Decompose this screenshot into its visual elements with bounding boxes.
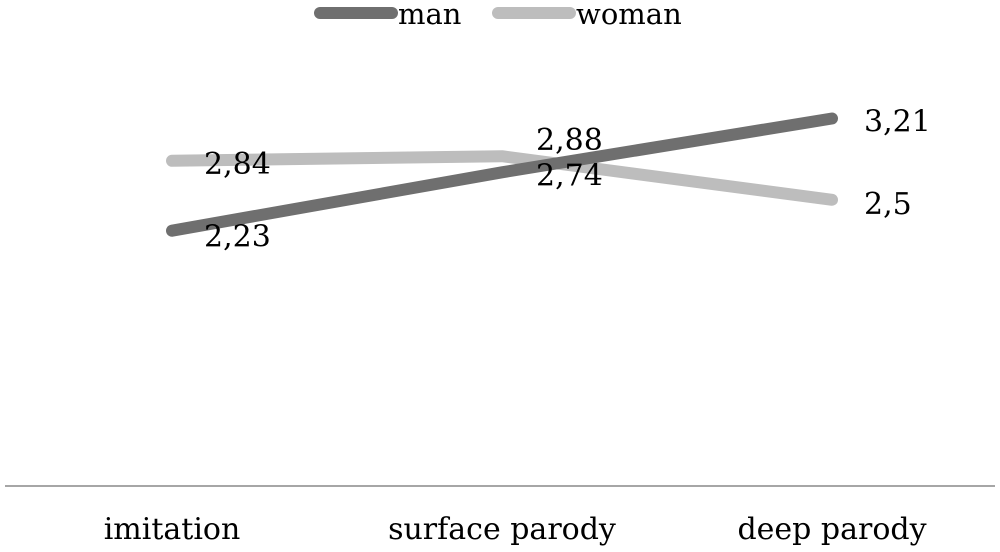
data-label-man: 2,74 (536, 158, 603, 193)
x-tick-label: surface parody (388, 512, 616, 547)
data-label-woman: 2,84 (204, 147, 271, 182)
data-label-man: 2,23 (204, 220, 271, 255)
chart-legend: man woman (314, 0, 682, 31)
data-label-woman: 2,5 (864, 187, 912, 222)
series-line-man (166, 112, 838, 237)
legend-label-man: man (398, 0, 461, 31)
data-label-man: 3,21 (864, 104, 931, 139)
data-label-woman: 2,88 (536, 123, 603, 158)
x-tick-label: imitation (104, 512, 241, 547)
legend-label-woman: woman (576, 0, 682, 31)
data-labels: 2,23 2,74 3,21 2,84 2,88 2,5 (204, 104, 931, 254)
series-line-woman (166, 150, 838, 206)
x-tick-label: deep parody (737, 512, 926, 547)
series-layer (166, 112, 838, 237)
category-labels: imitation surface parody deep parody (104, 512, 927, 547)
